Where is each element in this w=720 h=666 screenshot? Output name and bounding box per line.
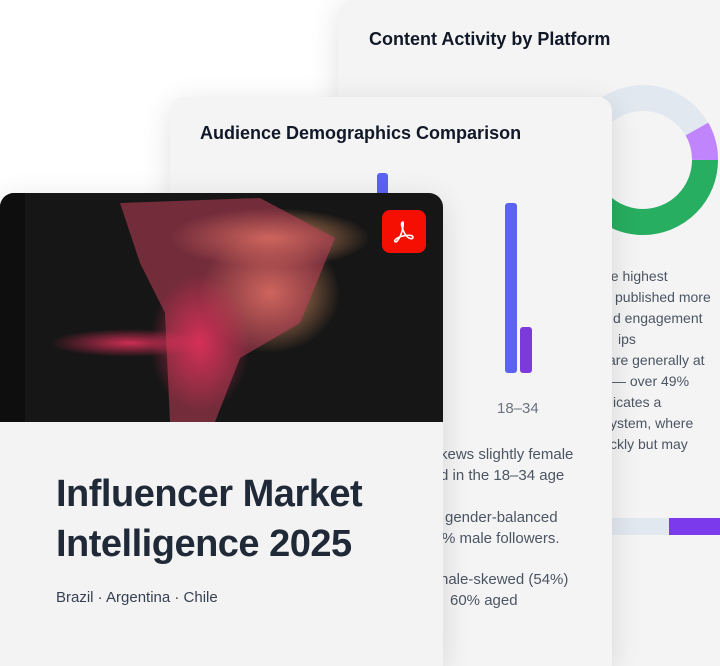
card-title: Content Activity by Platform [369,29,611,49]
progress-fill [669,518,720,535]
south-america-map-image [0,193,443,422]
report-subtitle: Brazil · Argentina · Chile [56,589,218,606]
text-line: — over 49% [612,373,690,389]
text-line: % male followers. [442,530,560,547]
text-line: he highest [603,268,668,284]
text-line: kews slightly female [440,446,574,463]
text-line: ckly but may [610,436,688,452]
bar-label: 18–34 [497,400,539,417]
text-line: d in the 18–34 age [440,467,565,484]
bar-secondary-18-34 [520,327,532,373]
text-line: d engagement [613,310,703,326]
donut-segment-purple [685,122,718,161]
text-line: published more [615,289,711,305]
title-line-2: Intelligence 2025 [56,523,352,565]
text-line: gender-balanced [445,509,558,526]
report-cover-card[interactable]: Influencer Market Intelligence 2025 Braz… [0,193,443,666]
text-line: are generally at [608,352,705,368]
title-line-1: Influencer Market [56,473,363,515]
text-line: icates a [613,394,662,410]
card-title: Audience Demographics Comparison [200,123,522,143]
pdf-icon [382,210,426,253]
text-line: nale-skewed (54%) [440,571,569,588]
text-line: ystem, where [610,415,694,431]
bar-primary-18-34 [505,203,517,373]
text-line: 60% aged [450,592,518,609]
report-title: Influencer Market Intelligence 2025 [56,469,363,569]
text-line: ips [618,331,636,347]
map-illustration [0,193,370,422]
